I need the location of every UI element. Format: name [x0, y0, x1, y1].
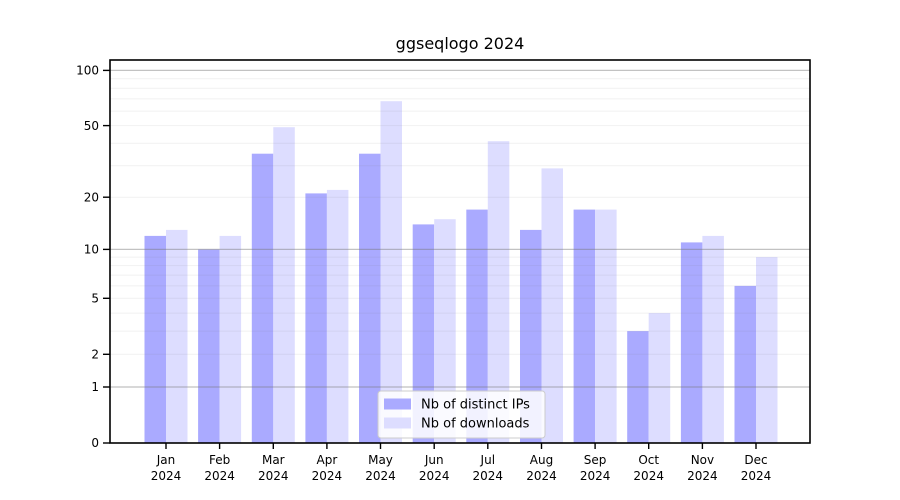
bar-jul-downloads: [487, 141, 510, 443]
y-tick-label-50: 50: [84, 119, 99, 133]
x-axis-ticks: Jan 2024 Feb 2024 Mar 2024 Apr 2024 May 2024 Jun 20…: [151, 443, 772, 483]
bar-sep-distinct-ips: [573, 209, 596, 443]
y-tick-label-20: 20: [84, 190, 99, 204]
gridlines-layer: [110, 69, 810, 388]
x-tick-label-month-sep: Sep: [584, 453, 607, 467]
x-tick-label-year-jun: 2024: [419, 469, 450, 483]
x-tick-label-year-feb: 2024: [204, 469, 235, 483]
y-tick-label-1: 1: [91, 380, 99, 394]
legend-swatch-downloads: [384, 417, 411, 429]
bar-oct-downloads: [648, 313, 671, 443]
x-tick-label-year-may: 2024: [365, 469, 396, 483]
legend-box: [377, 390, 546, 439]
legend-label-downloads: Nb of downloads: [421, 417, 530, 432]
bar-aug-distinct-ips: [520, 229, 542, 443]
bar-apr-distinct-ips: [305, 193, 327, 443]
x-tick-label-year-aug: 2024: [526, 469, 557, 483]
bar-jan-distinct-ips: [144, 235, 166, 443]
bar-mar-downloads: [273, 127, 295, 443]
x-tick-label-month-nov: Nov: [691, 453, 714, 467]
bar-apr-downloads: [326, 189, 349, 443]
bar-may-downloads: [380, 101, 402, 443]
x-tick-label-month-dec: Dec: [744, 453, 767, 467]
x-tick-label-month-jun: Jun: [424, 453, 444, 467]
bar-may-distinct-ips: [359, 153, 381, 443]
x-tick-label-month-oct: Oct: [638, 453, 659, 467]
bar-feb-distinct-ips: [198, 249, 220, 443]
legend: Nb of distinct IPs Nb of downloads: [377, 390, 546, 439]
chart-title: ggseqlogo 2024: [396, 34, 525, 53]
bar-nov-downloads: [702, 235, 724, 443]
bars-layer: [144, 101, 778, 443]
x-tick-label-month-jan: Jan: [156, 453, 176, 467]
legend-swatch-distinct-ips: [384, 398, 411, 410]
bar-feb-downloads: [219, 235, 242, 443]
x-tick-label-year-jan: 2024: [151, 469, 182, 483]
x-tick-label-year-jul: 2024: [473, 469, 504, 483]
bar-oct-distinct-ips: [627, 331, 649, 443]
y-tick-label-5: 5: [91, 292, 99, 306]
x-tick-label-year-oct: 2024: [633, 469, 664, 483]
x-tick-label-year-dec: 2024: [741, 469, 772, 483]
x-tick-label-month-aug: Aug: [530, 453, 553, 467]
y-tick-label-100: 100: [76, 64, 99, 78]
x-tick-label-month-feb: Feb: [209, 453, 230, 467]
y-axis-ticks: 0 1 2 5 10 20 50 100: [76, 64, 110, 450]
x-tick-label-month-apr: Apr: [317, 453, 338, 467]
bar-aug-downloads: [541, 168, 563, 443]
plot-border: [109, 59, 811, 444]
bar-mar-distinct-ips: [251, 153, 274, 443]
bar-jan-downloads: [166, 229, 188, 443]
x-tick-label-month-mar: Mar: [262, 453, 285, 467]
x-tick-label-year-mar: 2024: [258, 469, 289, 483]
x-tick-label-month-jul: Jul: [480, 453, 495, 467]
bar-jun-downloads: [434, 219, 456, 443]
bar-jun-distinct-ips: [412, 224, 435, 443]
x-tick-label-year-nov: 2024: [687, 469, 718, 483]
x-tick-label-month-may: May: [368, 453, 393, 467]
bar-jul-distinct-ips: [466, 209, 488, 443]
y-tick-label-10: 10: [84, 243, 99, 257]
bar-dec-distinct-ips: [734, 285, 756, 443]
bar-nov-distinct-ips: [680, 242, 703, 443]
bar-dec-downloads: [756, 257, 778, 443]
y-tick-label-0: 0: [91, 436, 99, 450]
legend-label-distinct-ips: Nb of distinct IPs: [421, 398, 530, 413]
y-tick-label-2: 2: [91, 348, 99, 362]
x-tick-label-year-apr: 2024: [312, 469, 343, 483]
x-tick-label-year-sep: 2024: [580, 469, 611, 483]
bar-sep-downloads: [595, 209, 617, 443]
